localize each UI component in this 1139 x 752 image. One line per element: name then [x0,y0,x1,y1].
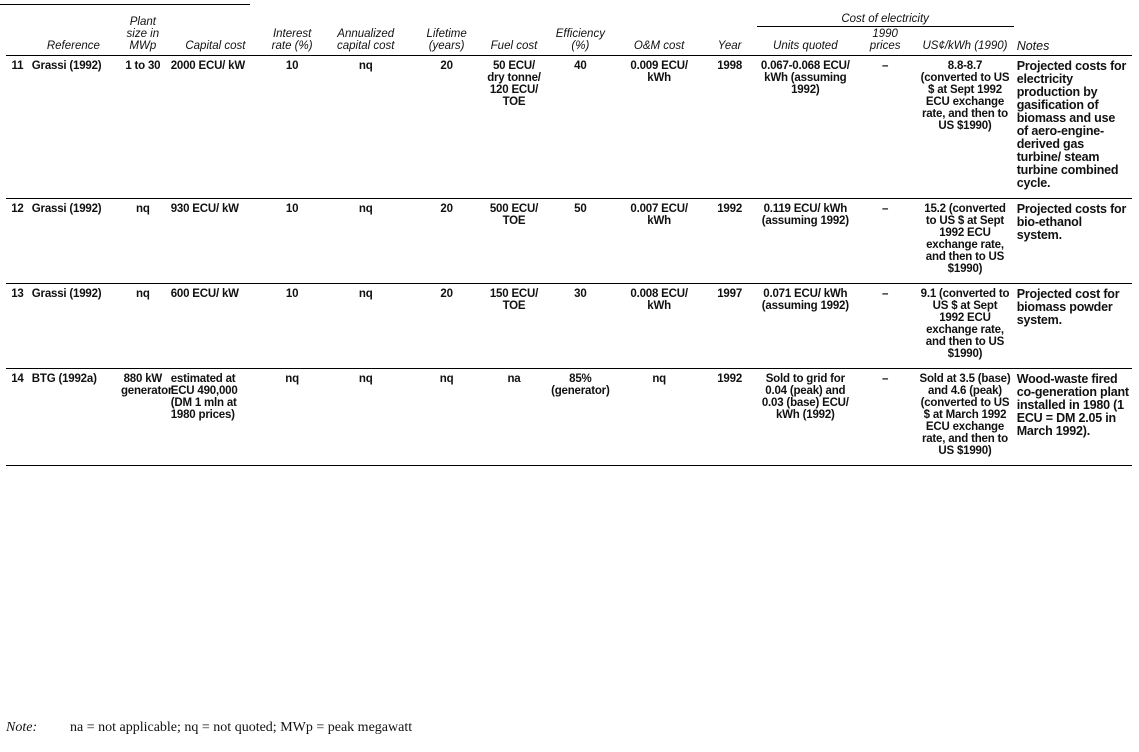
table-cell: Grassi (1992) [28,198,118,284]
table-cell: – [854,283,917,369]
table-cell: nq [321,368,411,466]
table-cell: nq [321,198,411,284]
table-cell: Wood-waste fired co-generation plant ins… [1013,368,1132,466]
table-cell: 2000 ECU/ kW [167,55,264,199]
table-cell: na [482,368,546,466]
table-cell: nq [321,55,411,199]
table-cell: 20 [410,55,483,199]
table-cell: 1 to 30 [117,55,168,199]
table-cell: 30 [545,283,616,369]
table-cell: – [854,368,917,466]
table-cell: 150 ECU/ TOE [482,283,546,369]
header-row: Reference Plant size in MWp Capital cost In… [6,12,1132,56]
table-cell: Projected costs for electricity producti… [1013,55,1132,199]
table-cell: 8.8-8.7 (converted to US $ at Sept 1992 … [916,55,1014,199]
table-cell: 1997 [702,283,757,369]
table-cell: nq [117,283,168,369]
table-cell: 0.007 ECU/ kWh [615,198,703,284]
header-subrow: Units quoted 1990 prices US¢/kWh (1990) [6,26,1132,56]
table-cell: 15.2 (converted to US $ at Sept 1992 ECU… [916,198,1014,284]
table-cell: Projected cost for biomass powder system… [1013,283,1132,369]
table-cell: 500 ECU/ TOE [482,198,546,284]
table-cell: 0.071 ECU/ kWh (assuming 1992) [756,283,855,369]
table-cell: BTG (1992a) [28,368,118,466]
table-cell: 14 [6,368,29,466]
table-cell: 20 [410,198,483,284]
column-header: Annualized capital cost [321,12,411,56]
data-table: Reference Plant size in MWp Capital cost In… [6,12,1132,466]
table-row: 14 BTG (1992a) 880 kW generator estimated a… [6,368,1132,466]
column-header: Capital cost [167,12,264,56]
column-header: Units quoted [756,26,855,56]
table-cell: 0.119 ECU/ kWh (assuming 1992) [756,198,855,284]
table-cell: Sold at 3.5 (base) and 4.6 (peak) (conve… [916,368,1014,466]
table-body: 11 Grassi (1992) 1 to 30 2000 ECU/ kW 10 nq 20… [6,55,1132,466]
table-row: 12 Grassi (1992) nq 930 ECU/ kW 10 nq 20 500 EC… [6,198,1132,284]
column-header: Reference [28,12,118,56]
column-header: O&M cost [615,12,703,56]
table-cell: 9.1 (converted to US $ at Sept 1992 ECU … [916,283,1014,369]
column-header: Lifetime (years) [410,12,483,56]
table-cell: 20 [410,283,483,369]
column-header: Fuel cost [482,12,546,56]
column-header: Year [702,12,757,56]
footnote: Note: na = not applicable; nq = not quote… [6,720,412,736]
column-header: Efficiency (%) [545,12,616,56]
table-cell: 600 ECU/ kW [167,283,264,369]
column-header: 1990 prices [854,26,917,56]
column-header: US¢/kWh (1990) [916,26,1014,56]
table-cell: 930 ECU/ kW [167,198,264,284]
table-cell: 1992 [702,198,757,284]
table-cell: – [854,55,917,199]
table-cell: Projected costs for bio-ethanol system. [1013,198,1132,284]
table-cell: 50 [545,198,616,284]
table-cell: 13 [6,283,29,369]
table-cell: nq [321,283,411,369]
table-cell: 0.067-0.068 ECU/ kWh (assuming 1992) [756,55,855,199]
note-label: Note: [6,720,38,735]
table-cell: Grassi (1992) [28,283,118,369]
top-rule [0,4,250,5]
table-cell: nq [117,198,168,284]
group-header: Cost of electricity [756,12,1014,27]
table-cell: 50 ECU/ dry tonne/ 120 ECU/ TOE [482,55,546,199]
table-cell: 0.008 ECU/ kWh [615,283,703,369]
column-header [6,12,29,56]
table-cell: 12 [6,198,29,284]
table-cell: 0.009 ECU/ kWh [615,55,703,199]
table-cell: 10 [263,283,322,369]
table-cell: 1992 [702,368,757,466]
table-row: 13 Grassi (1992) nq 600 ECU/ kW 10 nq 20 150 EC… [6,283,1132,369]
column-header: Plant size in MWp [117,12,168,56]
table-cell: 1998 [702,55,757,199]
table-cell: 10 [263,55,322,199]
table-header: Reference Plant size in MWp Capital cost In… [6,12,1132,56]
table-cell: Sold to grid for 0.04 (peak) and 0.03 (b… [756,368,855,466]
table-cell: – [854,198,917,284]
column-header: Interest rate (%) [263,12,322,56]
table-cell: 40 [545,55,616,199]
table-cell: 10 [263,198,322,284]
table-cell: 880 kW generator [117,368,172,466]
table-row: 11 Grassi (1992) 1 to 30 2000 ECU/ kW 10 nq 20… [6,55,1132,199]
table-cell: Grassi (1992) [28,55,118,199]
column-header: Notes [1013,12,1132,56]
table-cell: nq [410,368,483,466]
table-cell: 11 [6,55,29,199]
table-cell: nq [263,368,322,466]
note-text: na = not applicable; nq = not quoted; MW… [70,720,413,735]
table-cell: nq [615,368,703,466]
table-cell: 85% (generator) [545,368,616,466]
table-cell: estimated at ECU 490,000 (DM 1 mln at 19… [167,368,264,466]
